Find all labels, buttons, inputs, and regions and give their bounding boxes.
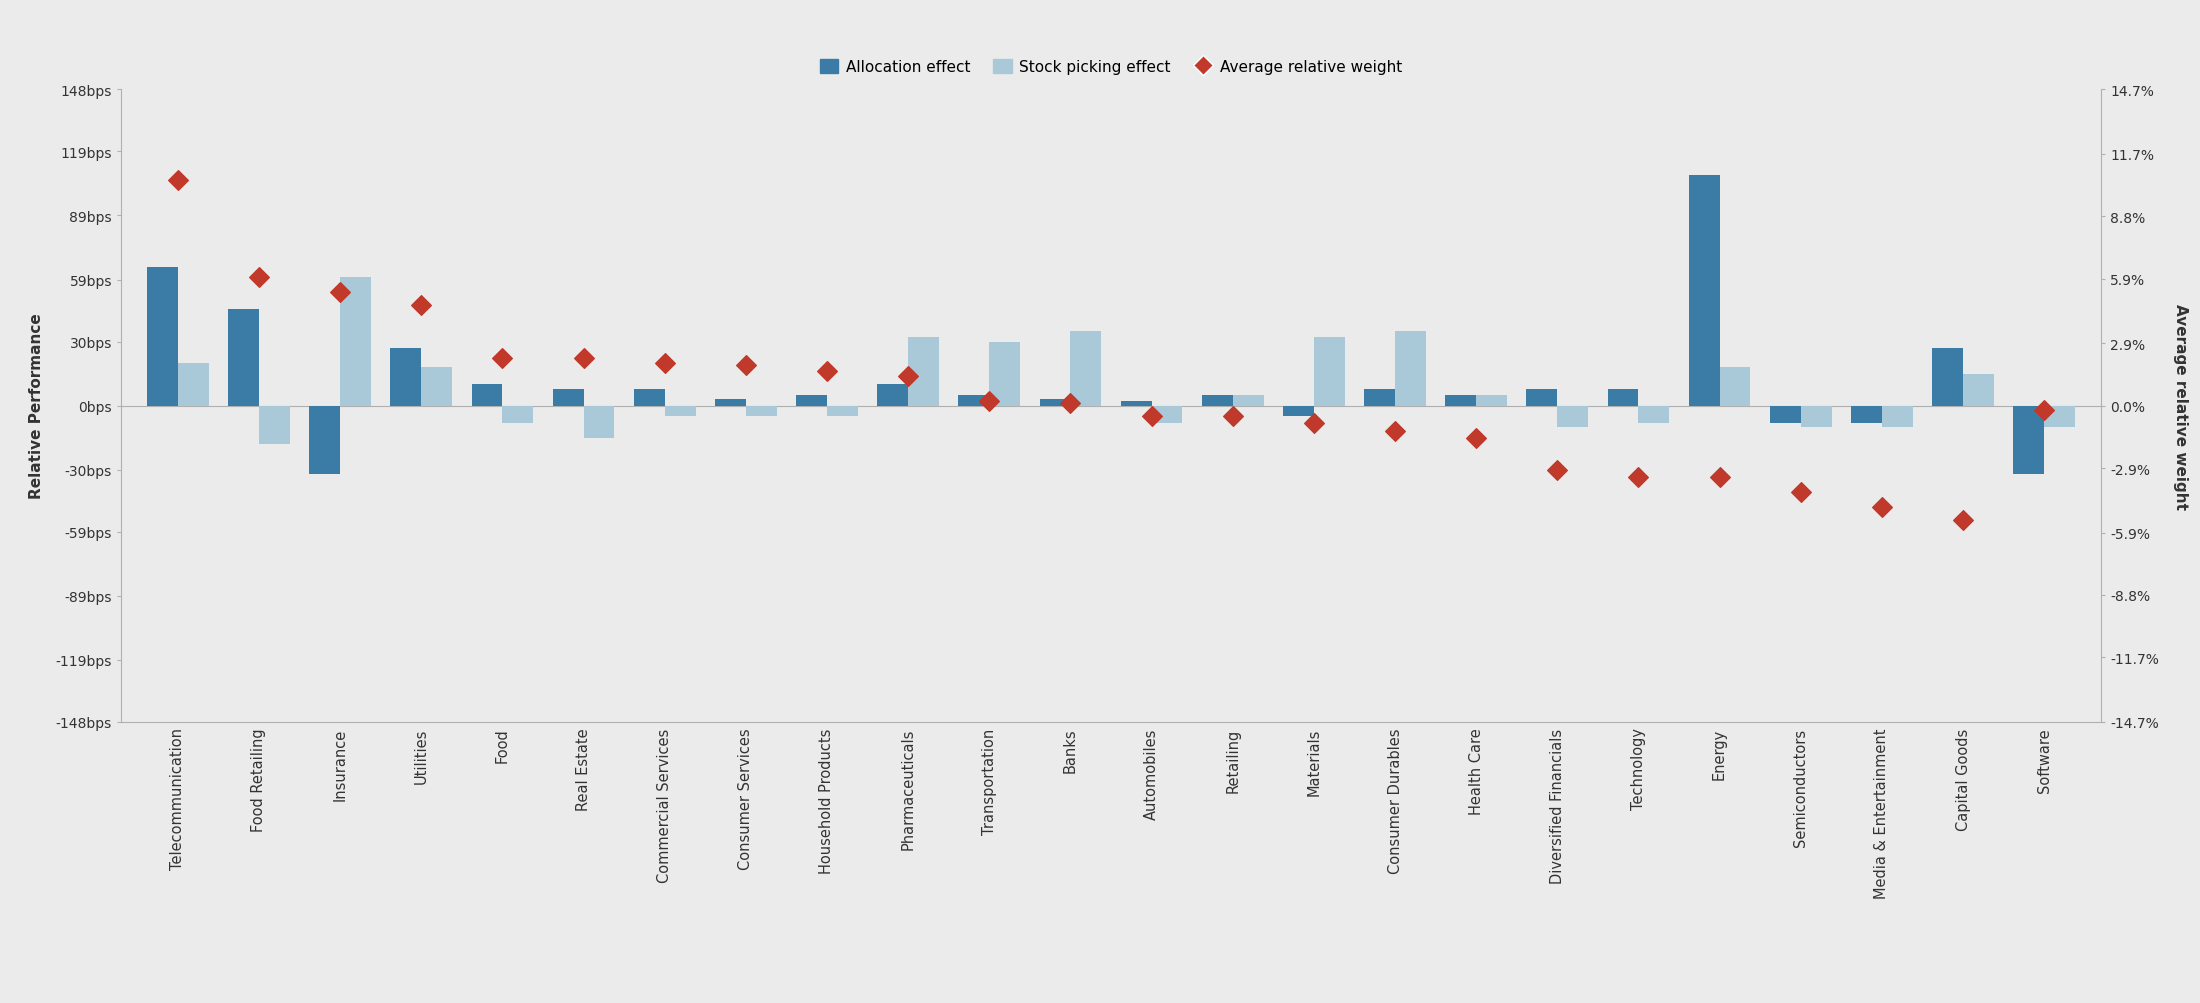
Bar bbox=[2013, 406, 2044, 474]
Average relative weight bbox=[1945, 513, 1980, 529]
Bar bbox=[260, 406, 290, 444]
Bar bbox=[746, 406, 777, 417]
Average relative weight bbox=[242, 269, 277, 285]
Average relative weight bbox=[1054, 396, 1089, 412]
Bar bbox=[583, 406, 614, 438]
Bar bbox=[1881, 406, 1912, 427]
Bar bbox=[420, 368, 451, 406]
Bar bbox=[827, 406, 858, 417]
Bar bbox=[1232, 395, 1263, 406]
Bar bbox=[1120, 402, 1151, 406]
Bar bbox=[229, 310, 260, 406]
Bar bbox=[1071, 332, 1102, 406]
Bar bbox=[1041, 400, 1071, 406]
Bar bbox=[990, 342, 1021, 406]
Bar bbox=[1608, 389, 1639, 406]
Bar bbox=[1690, 176, 1720, 406]
Bar bbox=[1932, 349, 1962, 406]
Average relative weight bbox=[1621, 469, 1657, 485]
Average relative weight bbox=[1133, 409, 1168, 425]
Bar bbox=[1639, 406, 1670, 423]
Average relative weight bbox=[484, 351, 519, 367]
Bar bbox=[389, 349, 420, 406]
Average relative weight bbox=[810, 364, 845, 380]
Bar bbox=[2044, 406, 2075, 427]
Bar bbox=[1720, 368, 1751, 406]
Bar bbox=[502, 406, 532, 423]
Average relative weight bbox=[891, 368, 926, 384]
Average relative weight bbox=[1214, 409, 1250, 425]
Legend: Allocation effect, Stock picking effect, Average relative weight: Allocation effect, Stock picking effect,… bbox=[814, 54, 1408, 81]
Bar bbox=[1313, 338, 1344, 406]
Bar bbox=[634, 389, 664, 406]
Average relative weight bbox=[565, 351, 601, 367]
Average relative weight bbox=[1784, 484, 1819, 500]
Bar bbox=[310, 406, 341, 474]
Bar bbox=[178, 363, 209, 406]
Bar bbox=[1395, 332, 1426, 406]
Bar bbox=[1802, 406, 1833, 427]
Bar bbox=[341, 278, 372, 406]
Bar bbox=[1445, 395, 1476, 406]
Bar bbox=[1364, 389, 1395, 406]
Bar bbox=[1527, 389, 1558, 406]
Bar bbox=[1962, 374, 1993, 406]
Average relative weight bbox=[728, 357, 763, 373]
Average relative weight bbox=[323, 284, 359, 300]
Y-axis label: Relative Performance: Relative Performance bbox=[29, 313, 44, 499]
Average relative weight bbox=[2026, 402, 2061, 418]
Average relative weight bbox=[647, 355, 682, 371]
Y-axis label: Average relative weight: Average relative weight bbox=[2174, 303, 2187, 510]
Bar bbox=[471, 385, 502, 406]
Average relative weight bbox=[403, 297, 438, 313]
Bar bbox=[1201, 395, 1232, 406]
Bar bbox=[552, 389, 583, 406]
Bar bbox=[1476, 395, 1507, 406]
Average relative weight bbox=[1540, 462, 1575, 478]
Average relative weight bbox=[1296, 415, 1331, 431]
Average relative weight bbox=[1863, 499, 1899, 516]
Average relative weight bbox=[161, 173, 196, 189]
Bar bbox=[1151, 406, 1181, 423]
Bar bbox=[878, 385, 909, 406]
Bar bbox=[909, 338, 939, 406]
Bar bbox=[1850, 406, 1881, 423]
Bar bbox=[1283, 406, 1313, 417]
Average relative weight bbox=[1459, 430, 1494, 446]
Bar bbox=[715, 400, 746, 406]
Bar bbox=[1771, 406, 1802, 423]
Average relative weight bbox=[1377, 424, 1412, 440]
Bar bbox=[1558, 406, 1588, 427]
Bar bbox=[664, 406, 695, 417]
Bar bbox=[147, 268, 178, 406]
Average relative weight bbox=[1703, 469, 1738, 485]
Average relative weight bbox=[972, 394, 1008, 410]
Bar bbox=[959, 395, 990, 406]
Bar bbox=[796, 395, 827, 406]
